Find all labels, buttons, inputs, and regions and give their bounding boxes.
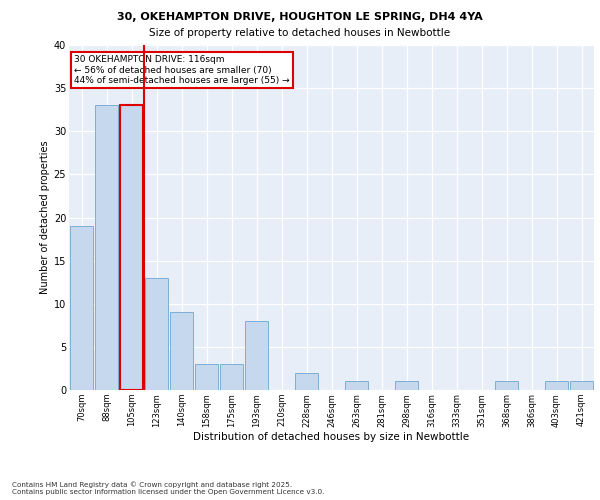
Bar: [395, 382, 418, 390]
Bar: [194, 364, 218, 390]
Text: Size of property relative to detached houses in Newbottle: Size of property relative to detached ho…: [149, 28, 451, 38]
Bar: [119, 106, 143, 390]
Bar: [95, 106, 118, 390]
X-axis label: Distribution of detached houses by size in Newbottle: Distribution of detached houses by size …: [193, 432, 470, 442]
Y-axis label: Number of detached properties: Number of detached properties: [40, 140, 50, 294]
Text: 30, OKEHAMPTON DRIVE, HOUGHTON LE SPRING, DH4 4YA: 30, OKEHAMPTON DRIVE, HOUGHTON LE SPRING…: [117, 12, 483, 22]
Bar: [220, 364, 244, 390]
Bar: [295, 373, 319, 390]
Bar: [170, 312, 193, 390]
Text: Contains HM Land Registry data © Crown copyright and database right 2025.
Contai: Contains HM Land Registry data © Crown c…: [12, 482, 325, 495]
Bar: [344, 382, 368, 390]
Bar: [70, 226, 94, 390]
Bar: [569, 382, 593, 390]
Bar: [494, 382, 518, 390]
Bar: [545, 382, 568, 390]
Bar: [245, 321, 268, 390]
Text: 30 OKEHAMPTON DRIVE: 116sqm
← 56% of detached houses are smaller (70)
44% of sem: 30 OKEHAMPTON DRIVE: 116sqm ← 56% of det…: [74, 56, 290, 85]
Bar: [145, 278, 169, 390]
